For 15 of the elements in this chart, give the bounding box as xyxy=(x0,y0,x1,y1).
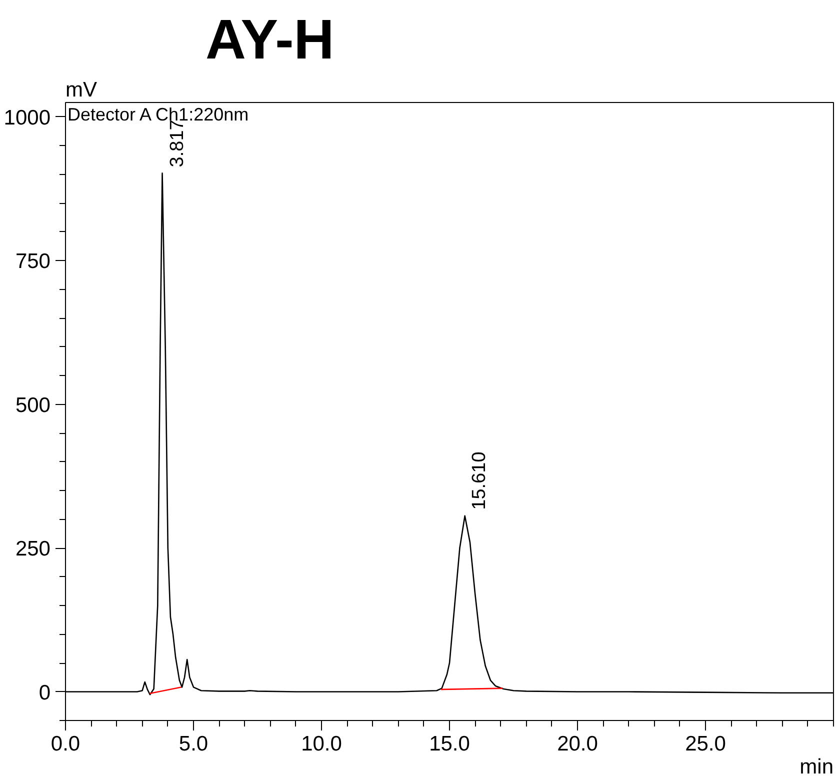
y-tick-label: 1000 xyxy=(4,106,50,130)
x-tick-label: 0.0 xyxy=(50,732,80,756)
x-tick-label: 10.0 xyxy=(301,732,342,756)
chart-title: AY-H xyxy=(206,8,334,70)
x-axis-title: min xyxy=(800,756,834,778)
y-axis-title: mV xyxy=(66,78,97,102)
y-tick-label: 500 xyxy=(15,394,51,417)
x-tick-label: 20.0 xyxy=(557,732,598,756)
y-tick-label: 0 xyxy=(38,681,51,704)
y-tick-label: 750 xyxy=(15,250,51,274)
y-tick-label: 250 xyxy=(15,538,51,561)
x-tick-label: 5.0 xyxy=(178,732,208,756)
annotation: 15.610 xyxy=(469,452,490,510)
x-tick-label: 15.0 xyxy=(429,732,470,756)
x-tick-label: 25.0 xyxy=(685,732,726,756)
